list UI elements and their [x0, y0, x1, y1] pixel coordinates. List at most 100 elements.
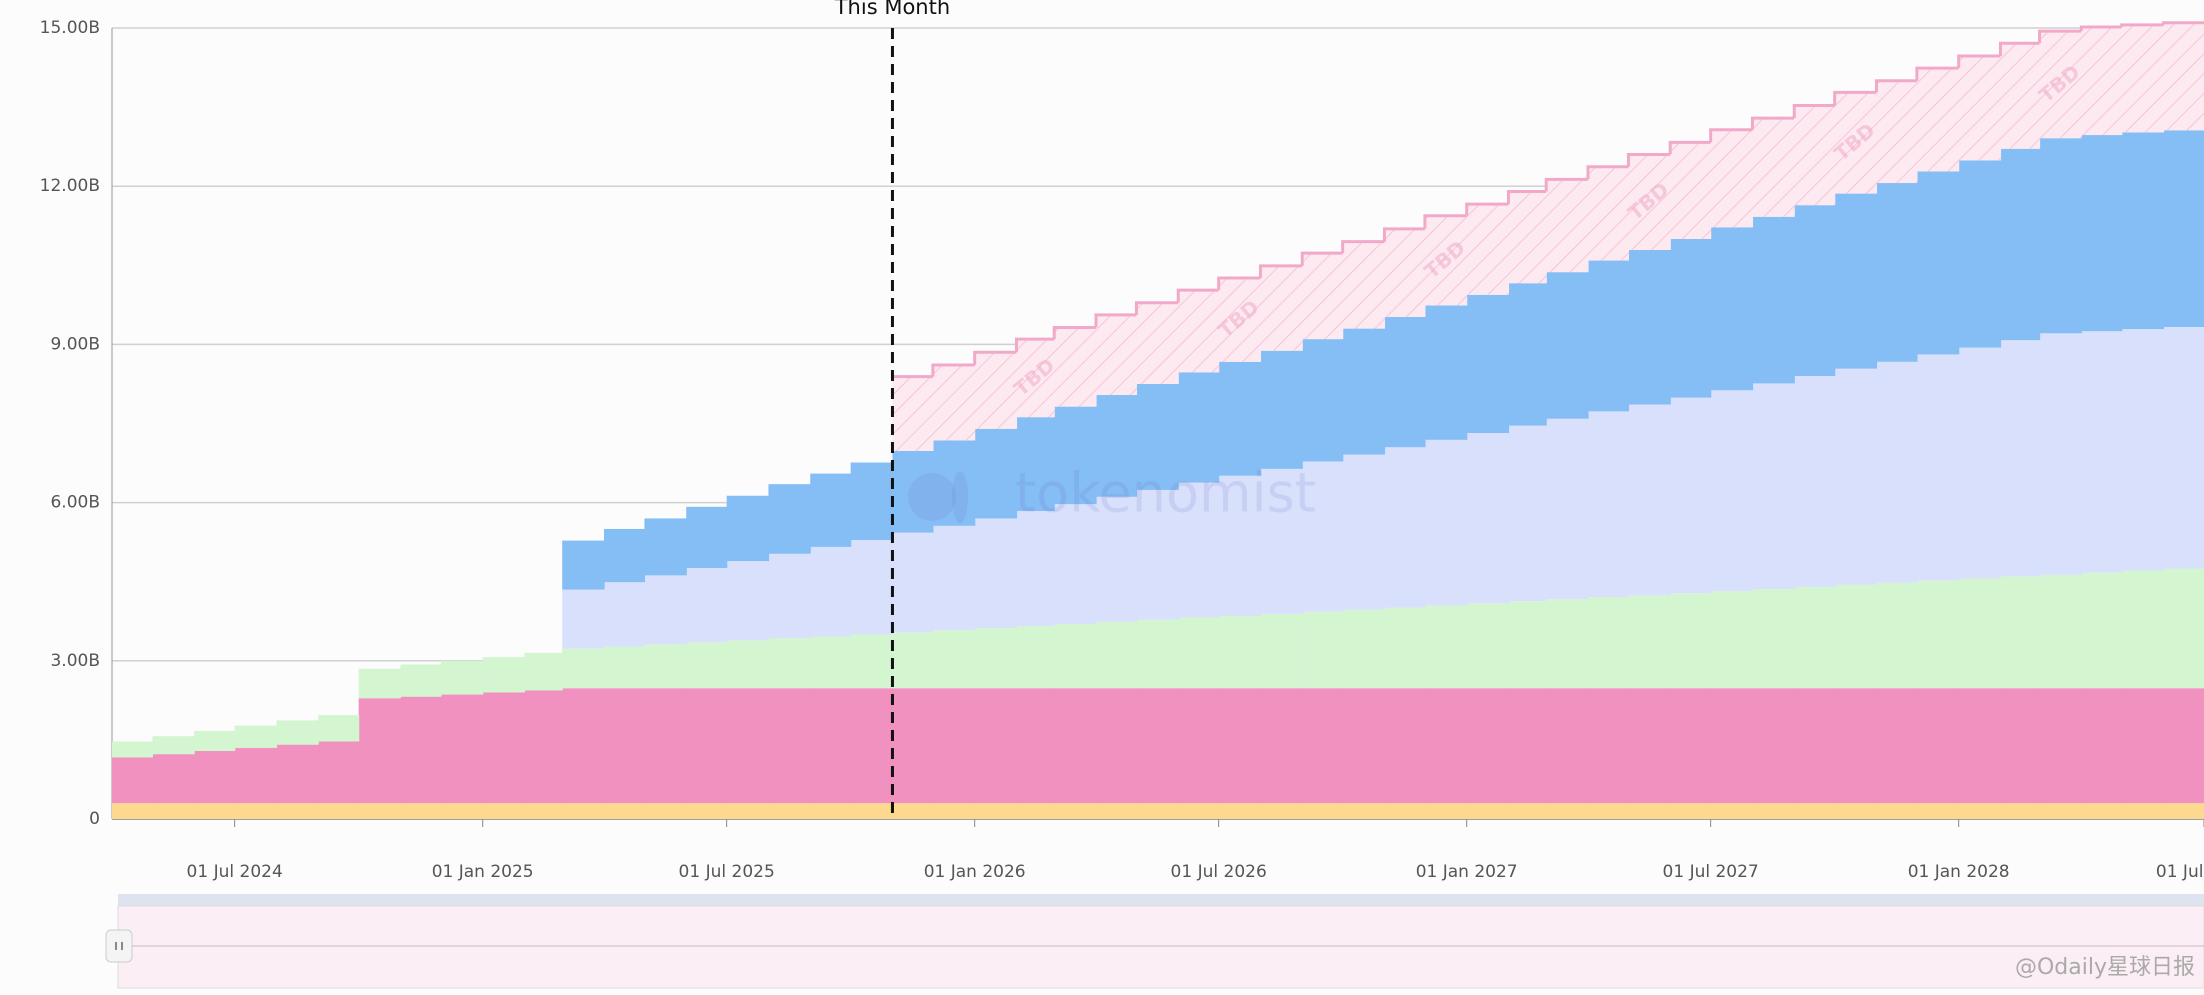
area-step: [768, 688, 811, 804]
area-step: [1016, 625, 1055, 689]
area-step: [234, 803, 278, 819]
area-step-edge: [1750, 116, 1795, 130]
area-step: [112, 757, 154, 804]
area-step: [2163, 130, 2204, 327]
area-step: [1710, 227, 1754, 391]
area-step-edge: [2162, 21, 2204, 25]
area-step-edge: [1998, 41, 2040, 56]
area-step: [810, 803, 852, 819]
area-step: [1670, 803, 1712, 819]
area-step: [1424, 688, 1468, 804]
navigator: @Odaily星球日报: [105, 894, 2204, 989]
area-step: [1424, 803, 1468, 819]
navigator-window: [117, 905, 2204, 989]
area-step-edge: [931, 363, 975, 377]
area-step: [2121, 132, 2165, 330]
area-step: [1916, 354, 1960, 581]
area-step: [234, 725, 278, 748]
area-step: [1302, 611, 1344, 689]
area-step-edge: [1792, 104, 1835, 119]
y-tick-label: 6.00B: [50, 493, 100, 513]
area-step: [603, 803, 646, 819]
area-step: [2081, 688, 2123, 804]
area-step: [1136, 383, 1179, 490]
area-step: [2081, 135, 2123, 332]
area-step: [1136, 688, 1179, 804]
area-step: [1016, 511, 1055, 626]
area-step: [1834, 193, 1878, 369]
area-step: [686, 642, 728, 689]
area-step: [1218, 803, 1262, 819]
area-step: [1424, 439, 1468, 606]
area-step: [932, 630, 976, 689]
area-step: [850, 688, 894, 804]
area-step-edge: [1915, 66, 1959, 81]
area-step: [1958, 578, 2002, 689]
x-tick-label: 01 Jul 2024: [187, 862, 283, 882]
area-step: [1670, 142, 1712, 239]
area-step: [1508, 191, 1547, 284]
area-step: [1342, 609, 1386, 689]
area-step: [562, 589, 605, 649]
area-step: [1628, 250, 1671, 405]
area-step: [318, 803, 360, 819]
area-step: [644, 688, 687, 804]
area-step: [1794, 688, 1836, 804]
area-step: [2039, 688, 2082, 804]
area-step: [974, 428, 1018, 519]
area-step: [1916, 688, 1960, 804]
area-step: [276, 803, 319, 819]
area-step: [2081, 331, 2123, 573]
area-step: [152, 754, 195, 804]
area-step: [1466, 432, 1510, 604]
area-step: [1752, 688, 1795, 804]
watermark-logo: [952, 471, 968, 523]
area-step-edge: [1668, 140, 1711, 155]
area-step-edge: [1300, 251, 1343, 266]
area-step: [1752, 216, 1795, 384]
area-step: [1628, 688, 1671, 804]
area-step: [2121, 570, 2165, 689]
area-step: [1508, 425, 1547, 602]
area-step-edge: [1014, 337, 1055, 353]
area-step: [1384, 316, 1426, 448]
area-step: [974, 803, 1018, 819]
area-step: [1546, 179, 1589, 273]
area-step-edge: [1423, 214, 1467, 229]
area-step: [686, 506, 728, 568]
area-step: [1710, 390, 1754, 592]
area-step: [810, 636, 852, 689]
area-step: [1178, 688, 1220, 804]
area-step: [892, 688, 934, 804]
x-tick-label: 01 Jul 2025: [679, 862, 775, 882]
area-step: [1384, 447, 1426, 608]
area-step: [2081, 803, 2123, 819]
area-step: [1342, 803, 1386, 819]
area-step: [1342, 241, 1386, 329]
area-step: [2121, 24, 2165, 133]
area-step: [768, 553, 811, 639]
area-step: [1342, 454, 1386, 610]
area-step-edge: [2079, 25, 2122, 32]
area-step: [2081, 572, 2123, 689]
area-step: [194, 803, 236, 819]
area-step: [234, 747, 278, 804]
area-step: [358, 698, 402, 804]
area-step: [1342, 328, 1386, 455]
area-step: [1794, 105, 1836, 206]
area-step-edge: [1833, 90, 1877, 106]
area-step: [644, 518, 687, 576]
area-step: [644, 644, 687, 689]
area-step: [1834, 803, 1878, 819]
area-step: [1302, 461, 1344, 612]
area-step: [1670, 238, 1712, 398]
navigator-handle[interactable]: [105, 929, 133, 963]
area-step: [726, 495, 770, 562]
navigator-bar: [118, 894, 2204, 906]
area-step: [850, 462, 894, 541]
area-step: [1958, 347, 2002, 579]
area-step: [1260, 265, 1303, 351]
area-step: [850, 540, 894, 635]
area-step: [2163, 803, 2204, 819]
area-step: [2039, 574, 2082, 689]
